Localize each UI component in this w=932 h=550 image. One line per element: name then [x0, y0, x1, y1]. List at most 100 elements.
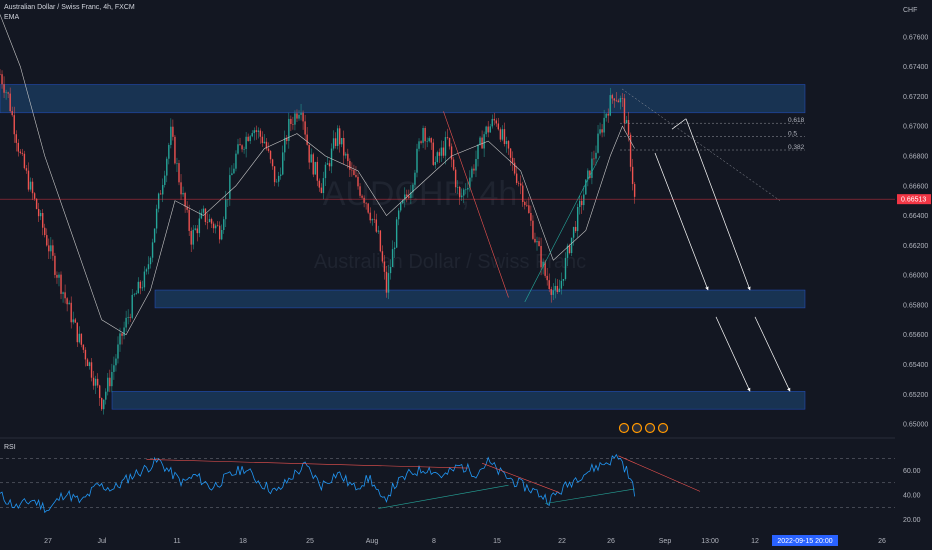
candle-body	[528, 205, 530, 213]
time-axis[interactable]: 27Jul111825Aug8152226Sep13:001219262022-…	[0, 530, 932, 550]
forecast-arrow	[754, 316, 791, 392]
candle-body	[619, 98, 622, 103]
fib-level-label: 0.5	[788, 131, 797, 138]
candle-body	[330, 148, 333, 167]
candle-body	[123, 327, 125, 336]
candle-body	[44, 227, 46, 236]
candle-body	[50, 245, 52, 252]
price-tick-label: 0.67200	[903, 94, 928, 101]
candle-body	[583, 194, 585, 206]
candle-body	[507, 141, 510, 149]
event-icon	[657, 422, 669, 434]
candle-body	[552, 290, 554, 295]
rsi-trendline	[618, 455, 701, 492]
candle-body	[446, 137, 449, 138]
candle-body	[194, 228, 196, 230]
candle-body	[184, 192, 186, 207]
candle-body	[143, 271, 146, 288]
candle-body	[115, 358, 117, 366]
candle-body	[162, 184, 164, 195]
candle-body	[428, 138, 430, 142]
candle-body	[121, 333, 123, 336]
candle-body	[0, 74, 1, 75]
candle-body	[442, 147, 445, 156]
candle-body	[572, 226, 575, 238]
support-resistance-zone	[154, 289, 806, 309]
candle-body	[265, 141, 268, 149]
ema-layer	[0, 14, 635, 336]
candle-body	[591, 158, 593, 178]
candle-body	[149, 257, 152, 265]
candle-body	[271, 159, 274, 167]
candle-body	[420, 141, 422, 143]
candle-body	[314, 161, 316, 175]
candle-body	[613, 98, 615, 101]
candle-body	[225, 199, 227, 220]
candle-body	[456, 186, 459, 188]
candle-body	[483, 134, 485, 149]
candle-body	[532, 220, 534, 239]
candle-body	[560, 280, 563, 289]
candle-body	[520, 183, 522, 186]
candle-body	[101, 398, 103, 410]
candle-body	[554, 285, 557, 291]
candle-body	[125, 317, 127, 328]
candle-body	[312, 154, 314, 175]
candle-body	[387, 273, 390, 293]
candle-body	[422, 128, 424, 143]
candle-body	[530, 212, 532, 221]
candles-layer	[0, 69, 636, 415]
candle-body	[109, 377, 111, 387]
candle-body	[145, 269, 148, 272]
currency-label: CHF	[903, 7, 917, 14]
forecast-arrow	[715, 316, 751, 392]
candle-body	[96, 378, 99, 386]
candle-body	[400, 203, 402, 211]
candle-body	[174, 136, 176, 164]
candle-body	[406, 194, 408, 197]
candle-body	[448, 137, 451, 147]
candle-body	[233, 168, 235, 174]
price-axis[interactable]: CHF 0.67600 0.67400 0.67200 0.67000 0.66800 0.…	[896, 0, 932, 550]
candle-body	[39, 213, 42, 217]
candle-body	[627, 120, 630, 135]
candle-body	[52, 245, 54, 256]
candle-body	[587, 170, 589, 180]
price-tick-label: 0.65400	[903, 362, 928, 369]
candle-body	[192, 229, 194, 245]
candle-body	[186, 206, 188, 210]
candle-body	[90, 362, 93, 378]
candle-body	[585, 179, 587, 195]
candle-body	[393, 247, 396, 250]
candle-body	[135, 293, 137, 295]
candle-body	[131, 294, 133, 318]
candle-body	[501, 129, 504, 140]
candle-body	[284, 137, 286, 153]
candle-body	[469, 177, 471, 188]
price-tick-label: 0.67600	[903, 34, 928, 41]
candle-body	[35, 198, 38, 209]
candle-body	[277, 175, 280, 182]
candle-body	[410, 192, 412, 198]
candle-body	[290, 118, 292, 124]
candle-body	[562, 279, 565, 281]
candle-body	[292, 123, 294, 125]
candle-body	[389, 267, 392, 274]
candle-body	[615, 100, 618, 102]
candle-body	[48, 245, 50, 252]
candle-body	[64, 292, 66, 299]
candle-body	[280, 174, 282, 176]
candle-body	[605, 113, 607, 118]
candle-body	[391, 249, 394, 268]
candle-body	[465, 189, 467, 191]
price-tick-label: 0.67000	[903, 124, 928, 131]
candle-body	[17, 142, 20, 152]
candle-body	[381, 251, 384, 262]
candle-body	[221, 230, 223, 240]
candle-body	[477, 144, 479, 159]
time-tick-label: 22	[558, 538, 566, 545]
candle-body	[629, 134, 632, 167]
candle-body	[351, 169, 353, 171]
